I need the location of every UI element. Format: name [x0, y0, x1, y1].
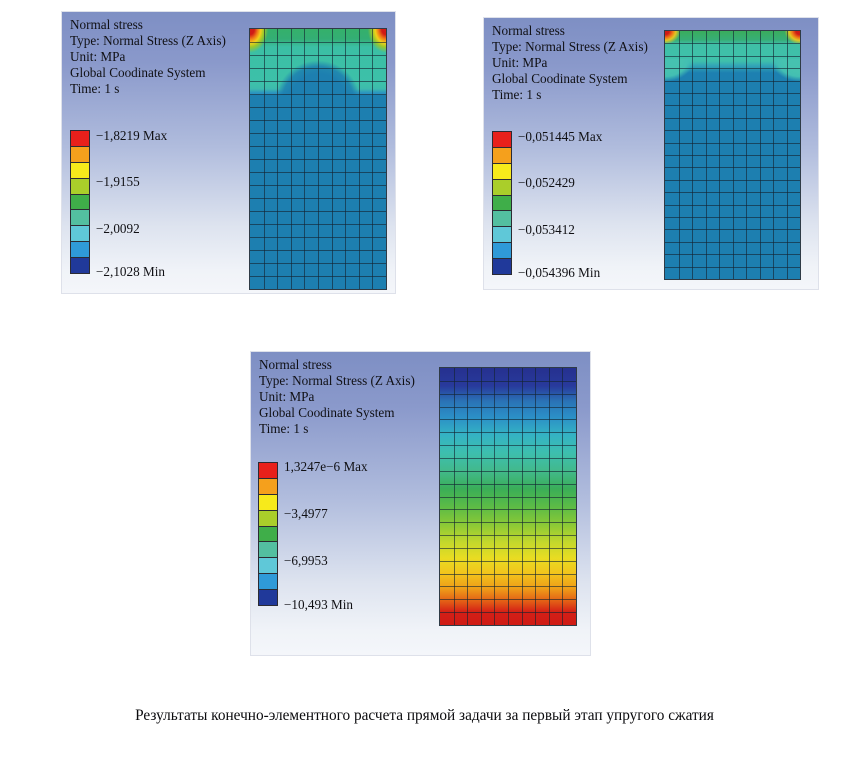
panel-coord-system: Global Coodinate System: [70, 65, 206, 81]
legend-band-9: [259, 590, 277, 606]
legend-band-7: [259, 558, 277, 575]
legend-band-5: [493, 195, 511, 212]
legend-band-1: [493, 132, 511, 148]
legend-band-6: [493, 211, 511, 228]
legend-max-label: −1,8219 Max: [96, 128, 168, 143]
legend-max-label: 1,3247e−6 Max: [284, 459, 368, 474]
corner-hotspot-top-left: [665, 31, 681, 45]
legend-band-5: [259, 526, 277, 543]
legend-band-7: [493, 227, 511, 244]
panel-time: Time: 1 s: [259, 421, 309, 437]
legend-band-3: [493, 163, 511, 180]
corner-fan-right: [766, 59, 800, 85]
panel-coord-system: Global Coodinate System: [492, 71, 628, 87]
specimen-contour-plot: [249, 28, 387, 290]
panel-header-text: Normal stress Type: Normal Stress (Z Axi…: [70, 17, 226, 97]
panel-title: Normal stress: [492, 23, 565, 38]
legend-band-9: [493, 259, 511, 275]
legend-band-8: [71, 242, 89, 259]
contour-legend: 1,3247e−6 Max −3,4977 −6,9953 −10,493 Mi…: [258, 459, 448, 612]
legend-mid1-label: −0,052429: [518, 175, 575, 190]
panel-header-text: Normal stress Type: Normal Stress (Z Axi…: [259, 357, 415, 437]
panel-unit: Unit: MPa: [70, 49, 126, 65]
legend-band-1: [259, 463, 277, 479]
legend-mid1-label: −1,9155: [96, 174, 140, 189]
legend-band-5: [71, 194, 89, 211]
legend-band-2: [493, 147, 511, 164]
corner-hotspot-top-left: [250, 29, 270, 55]
legend-mid1-label: −3,4977: [284, 506, 328, 521]
legend-band-8: [493, 243, 511, 260]
panel-time: Time: 1 s: [70, 81, 120, 97]
legend-band-8: [259, 574, 277, 591]
corner-hotspot-top-right: [784, 31, 800, 45]
panel-header-text: Normal stress Type: Normal Stress (Z Axi…: [492, 23, 648, 103]
figure-caption: Результаты конечно-элементного расчета п…: [135, 707, 714, 724]
legend-band-2: [259, 478, 277, 495]
panel-coord-system: Global Coodinate System: [259, 405, 395, 421]
legend-band-7: [71, 226, 89, 243]
corner-fan-left: [665, 59, 699, 85]
panel-title: Normal stress: [70, 17, 143, 32]
panel-result-type: Type: Normal Stress (Z Axis): [259, 373, 415, 389]
legend-band-3: [71, 162, 89, 179]
legend-band-2: [71, 146, 89, 163]
panel-unit: Unit: MPa: [492, 55, 548, 71]
panel-unit: Unit: MPa: [259, 389, 315, 405]
legend-min-label: −10,493 Min: [284, 597, 353, 612]
legend-band-6: [71, 210, 89, 227]
legend-color-bar: [492, 131, 512, 275]
legend-band-4: [259, 510, 277, 527]
legend-mid2-label: −0,053412: [518, 222, 575, 237]
corner-hotspot-top-right: [366, 29, 386, 55]
legend-band-4: [493, 179, 511, 196]
legend-band-3: [259, 494, 277, 511]
legend-color-bar: [258, 462, 278, 606]
fea-panel-bottom-center: Normal stress Type: Normal Stress (Z Axi…: [251, 352, 590, 655]
stress-core-base: [250, 95, 386, 119]
legend-mid2-label: −6,9953: [284, 553, 328, 568]
legend-band-6: [259, 542, 277, 559]
legend-band-1: [71, 131, 89, 147]
legend-min-label: −0,054396 Min: [518, 265, 601, 280]
panel-result-type: Type: Normal Stress (Z Axis): [70, 33, 226, 49]
legend-band-9: [71, 258, 89, 274]
legend-band-4: [71, 178, 89, 195]
fea-panel-top-left: Normal stress Type: Normal Stress (Z Axi…: [62, 12, 395, 293]
specimen-field: [440, 368, 576, 625]
legend-color-bar: [70, 130, 90, 274]
contour-legend: −1,8219 Max −1,9155 −2,0092 −2,1028 Min: [70, 128, 250, 279]
specimen-contour-plot: [439, 367, 577, 626]
legend-min-label: −2,1028 Min: [96, 264, 165, 279]
specimen-contour-plot: [664, 30, 801, 280]
panel-time: Time: 1 s: [492, 87, 542, 103]
legend-mid2-label: −2,0092: [96, 221, 140, 236]
contour-legend: −0,051445 Max −0,052429 −0,053412 −0,054…: [492, 129, 692, 280]
panel-result-type: Type: Normal Stress (Z Axis): [492, 39, 648, 55]
stress-core-blob: [266, 49, 370, 101]
legend-max-label: −0,051445 Max: [518, 129, 603, 144]
fea-panel-top-right: Normal stress Type: Normal Stress (Z Axi…: [484, 18, 818, 289]
panel-title: Normal stress: [259, 357, 332, 372]
